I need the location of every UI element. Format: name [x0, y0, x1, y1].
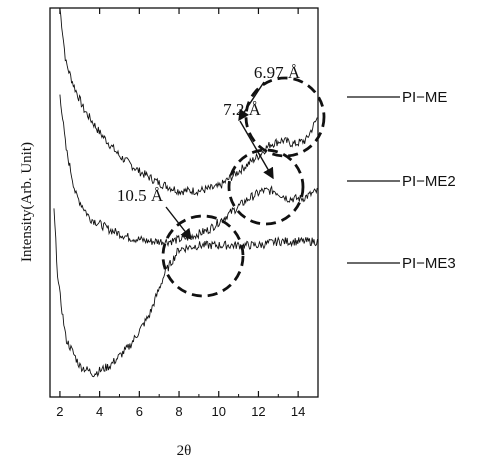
series-line — [53, 208, 318, 378]
x-axis-ticks: 2 4 6 8 10 12 14 — [56, 8, 319, 419]
x-tick-label: 2 — [56, 404, 63, 419]
x-tick-label: 10 — [212, 404, 226, 419]
annotation-label: 7.2 Å — [223, 100, 262, 119]
x-axis-title: 2θ — [177, 443, 192, 459]
annotation-arrow — [165, 206, 192, 241]
legend-label: PI−ME2 — [402, 173, 456, 190]
x-tick-label: 6 — [136, 404, 143, 419]
peak-circle-pi-me — [244, 76, 326, 158]
series-line — [59, 94, 318, 248]
annotation-arrow — [238, 81, 265, 122]
series-line — [59, 8, 318, 197]
y-axis-title: Intensity(Arb. Unit) — [19, 142, 35, 262]
peak-circle-pi-me2 — [227, 148, 305, 226]
annotation-label: 6.97 Å — [254, 63, 301, 82]
x-tick-label: 8 — [175, 404, 182, 419]
annotation-arrow — [239, 120, 274, 180]
legend-label: PI−ME3 — [402, 255, 456, 272]
plot-frame — [49, 7, 319, 398]
peak-circle-pi-me3 — [161, 214, 245, 298]
x-tick-label: 4 — [96, 404, 103, 419]
x-tick-label: 12 — [251, 404, 265, 419]
x-tick-label: 14 — [291, 404, 305, 419]
legend: PI−ME PI−ME2 PI−ME3 — [347, 89, 456, 272]
legend-label: PI−ME — [402, 89, 447, 106]
annotation-layer: 6.97 Å 7.2 Å 10.5 Å — [117, 63, 326, 298]
annotation-label: 10.5 Å — [117, 186, 164, 205]
